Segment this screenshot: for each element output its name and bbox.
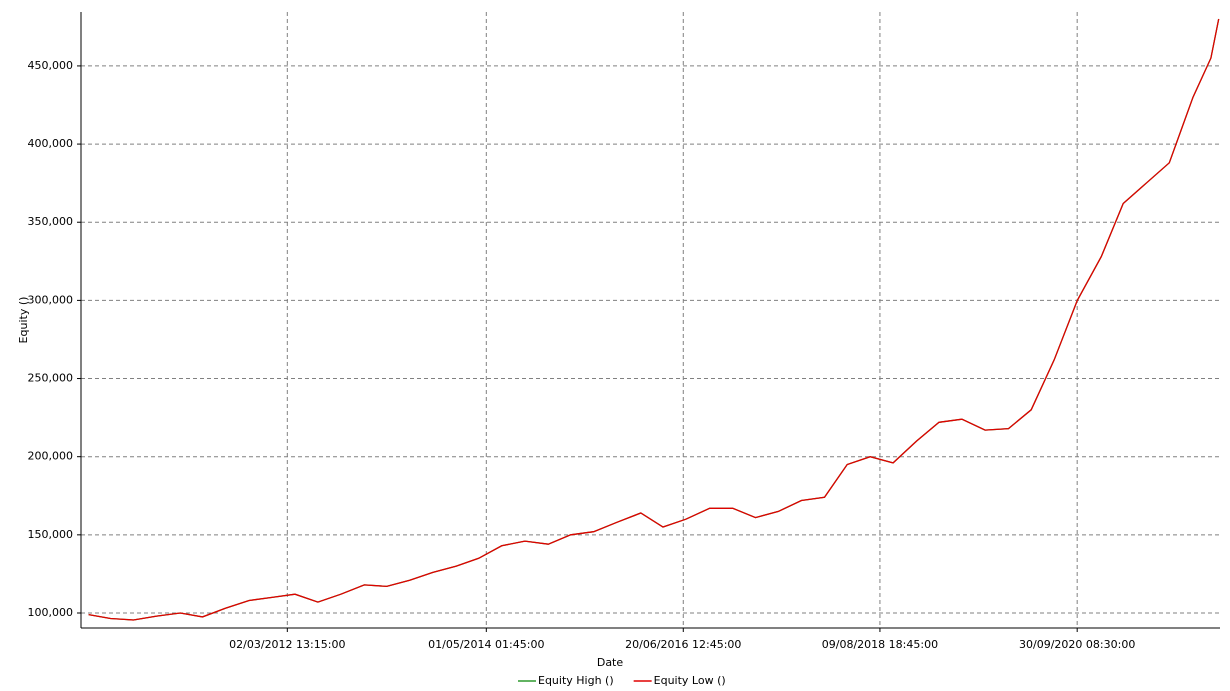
y-tick-label: 350,000: [28, 215, 74, 228]
x-tick-label: 09/08/2018 18:45:00: [822, 638, 938, 651]
y-tick-label: 150,000: [28, 528, 74, 541]
y-tick-label: 400,000: [28, 137, 74, 150]
series-line: [88, 18, 1220, 621]
y-tick-label: 100,000: [28, 606, 74, 619]
x-tick-label: 01/05/2014 01:45:00: [428, 638, 544, 651]
y-axis-title: Equity (): [17, 297, 30, 344]
x-axis-title: Date: [597, 656, 624, 669]
legend-label: Equity Low (): [654, 674, 726, 687]
y-tick-label: 200,000: [28, 450, 74, 463]
legend-label: Equity High (): [538, 674, 614, 687]
y-tick-label: 300,000: [28, 293, 74, 306]
x-tick-label: 20/06/2016 12:45:00: [625, 638, 741, 651]
y-tick-label: 250,000: [28, 372, 74, 385]
y-tick-label: 450,000: [28, 59, 74, 72]
x-tick-label: 02/03/2012 13:15:00: [229, 638, 345, 651]
series-line: [88, 18, 1220, 621]
x-tick-label: 30/09/2020 08:30:00: [1019, 638, 1135, 651]
